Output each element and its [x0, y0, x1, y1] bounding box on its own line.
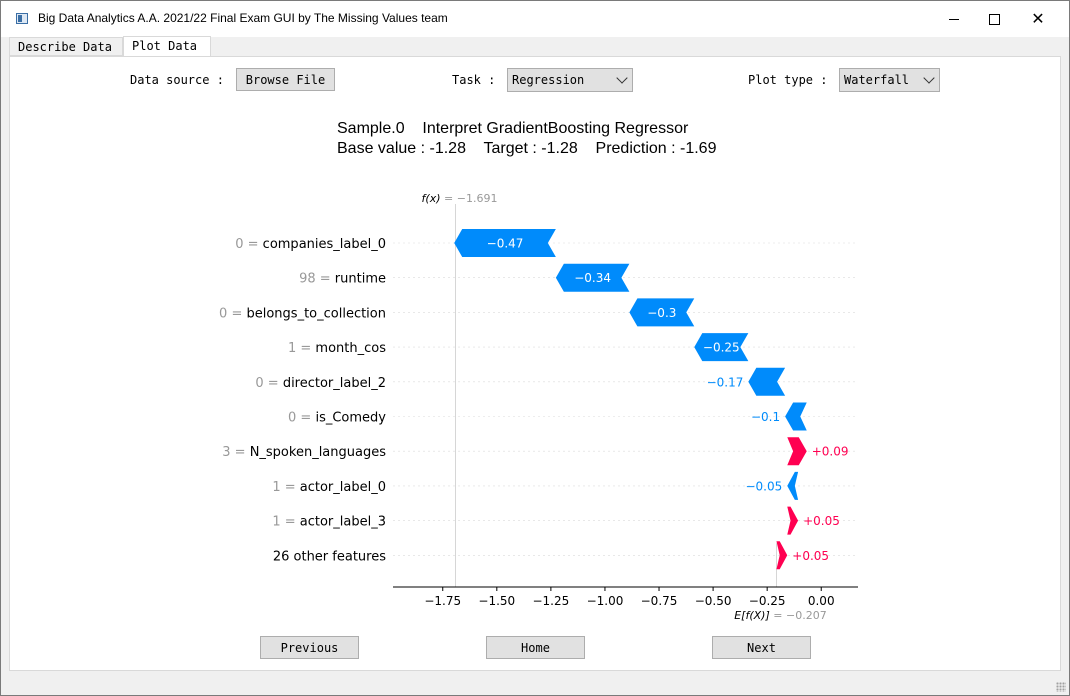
- x-tick-label: −1.50: [478, 594, 515, 608]
- x-tick-label: −0.50: [695, 594, 732, 608]
- waterfall-bar: [776, 541, 788, 570]
- feature-name: companies_label_0: [263, 237, 386, 252]
- feature-value: 0 =: [288, 411, 315, 426]
- waterfall-bar: [454, 229, 556, 257]
- feature-label: 0 = director_label_2: [255, 376, 386, 391]
- feature-name: 26 other features: [273, 549, 386, 564]
- waterfall-bar: [787, 471, 799, 500]
- feature-label: 3 = N_spoken_languages: [222, 445, 386, 460]
- waterfall-bar: [787, 437, 807, 466]
- fx-value: = −1.691: [444, 192, 497, 205]
- contribution-label: +0.05: [803, 514, 840, 528]
- feature-value: 0 =: [235, 237, 262, 252]
- browse-file-button[interactable]: Browse File: [236, 68, 335, 91]
- chevron-down-icon: [616, 72, 628, 84]
- feature-name: runtime: [335, 272, 386, 287]
- minimize-icon: [949, 18, 959, 20]
- plot-type-label: Plot type :: [748, 73, 828, 87]
- x-tick-label: −1.75: [424, 594, 461, 608]
- feature-value: 1 =: [288, 341, 315, 356]
- feature-label: 0 = belongs_to_collection: [219, 306, 386, 321]
- feature-value: 98 =: [299, 272, 335, 287]
- plot-type-select[interactable]: Waterfall: [839, 68, 940, 92]
- fx-symbol: f(x): [422, 192, 444, 205]
- base-value-label: E[f(X)] = −0.207: [734, 609, 826, 622]
- tab-describe-data[interactable]: Describe Data: [9, 37, 123, 56]
- contribution-label: +0.09: [812, 445, 849, 459]
- waterfall-bar: [785, 402, 807, 431]
- values-header: Base value : -1.28 Target : -1.28 Predic…: [337, 140, 717, 157]
- x-tick-label: −1.00: [587, 594, 624, 608]
- feature-name: belongs_to_collection: [246, 306, 386, 321]
- feature-value: 1 =: [272, 515, 299, 530]
- feature-name: month_cos: [315, 341, 386, 356]
- feature-label: 1 = actor_label_0: [272, 480, 386, 495]
- feature-value: 3 =: [222, 445, 249, 460]
- tab-bar: Describe Data Plot Data: [9, 36, 1061, 57]
- resize-grip-icon[interactable]: [1056, 682, 1066, 692]
- title-bar: Big Data Analytics A.A. 2021/22 Final Ex…: [1, 1, 1069, 37]
- close-icon: ✕: [1031, 9, 1045, 28]
- previous-button[interactable]: Previous: [260, 636, 359, 659]
- close-button[interactable]: ✕: [1015, 1, 1061, 37]
- contribution-label: +0.05: [792, 549, 829, 563]
- maximize-button[interactable]: [971, 1, 1017, 37]
- base-symbol: E[f(X)]: [734, 609, 773, 622]
- feature-label: 0 = companies_label_0: [235, 237, 386, 252]
- maximize-icon: [988, 13, 1000, 25]
- feature-value: 1 =: [272, 480, 299, 495]
- x-tick-label: −1.25: [532, 594, 569, 608]
- base-value: = −0.207: [773, 609, 826, 622]
- waterfall-bar: [629, 298, 695, 327]
- contribution-label: −0.47: [487, 237, 524, 251]
- waterfall-bar: [748, 367, 786, 396]
- feature-label: 0 = is_Comedy: [288, 411, 386, 426]
- next-button[interactable]: Next: [712, 636, 811, 659]
- app-icon: [16, 13, 28, 24]
- feature-value: 0 =: [255, 376, 282, 391]
- minimize-button[interactable]: [931, 1, 977, 37]
- task-label: Task :: [452, 73, 496, 87]
- fx-label: f(x) = −1.691: [422, 192, 498, 205]
- feature-label: 98 = runtime: [299, 272, 386, 287]
- feature-name: actor_label_3: [300, 515, 386, 530]
- contribution-label: −0.3: [647, 306, 676, 320]
- contribution-label: −0.34: [574, 271, 611, 285]
- task-select[interactable]: Regression: [507, 68, 633, 92]
- feature-label: 1 = month_cos: [288, 341, 386, 356]
- waterfall-bar: [787, 506, 799, 535]
- task-select-value: Regression: [512, 73, 585, 87]
- sample-header: Sample.0 Interpret GradientBoosting Regr…: [337, 120, 689, 137]
- contribution-label: −0.25: [703, 341, 740, 355]
- x-tick-label: −0.75: [641, 594, 678, 608]
- feature-name: actor_label_0: [300, 480, 386, 495]
- feature-name: is_Comedy: [315, 411, 386, 426]
- plot-type-select-value: Waterfall: [844, 73, 910, 87]
- x-tick-label: −0.25: [749, 594, 786, 608]
- status-bar: [1, 672, 1069, 695]
- data-source-label: Data source :: [130, 73, 224, 87]
- feature-label: 26 other features: [273, 549, 386, 564]
- x-tick-label: 0.00: [808, 594, 835, 608]
- waterfall-bar: [694, 333, 749, 362]
- home-button[interactable]: Home: [486, 636, 585, 659]
- feature-name: N_spoken_languages: [250, 445, 387, 460]
- feature-name: director_label_2: [283, 376, 386, 391]
- chevron-down-icon: [923, 72, 935, 84]
- waterfall-chart: +0.05 26 other features +0.05 1 = actor_lab…: [219, 192, 858, 622]
- contribution-label: −0.1: [751, 410, 780, 424]
- contribution-label: −0.05: [745, 479, 782, 493]
- waterfall-bar: [555, 263, 630, 292]
- contribution-label: −0.17: [707, 375, 744, 389]
- tab-plot-data[interactable]: Plot Data: [123, 36, 211, 57]
- window-title: Big Data Analytics A.A. 2021/22 Final Ex…: [38, 11, 448, 25]
- feature-value: 0 =: [219, 306, 246, 321]
- feature-label: 1 = actor_label_3: [272, 515, 386, 530]
- plot-panel: Data source : Browse File Task : Regress…: [9, 56, 1061, 671]
